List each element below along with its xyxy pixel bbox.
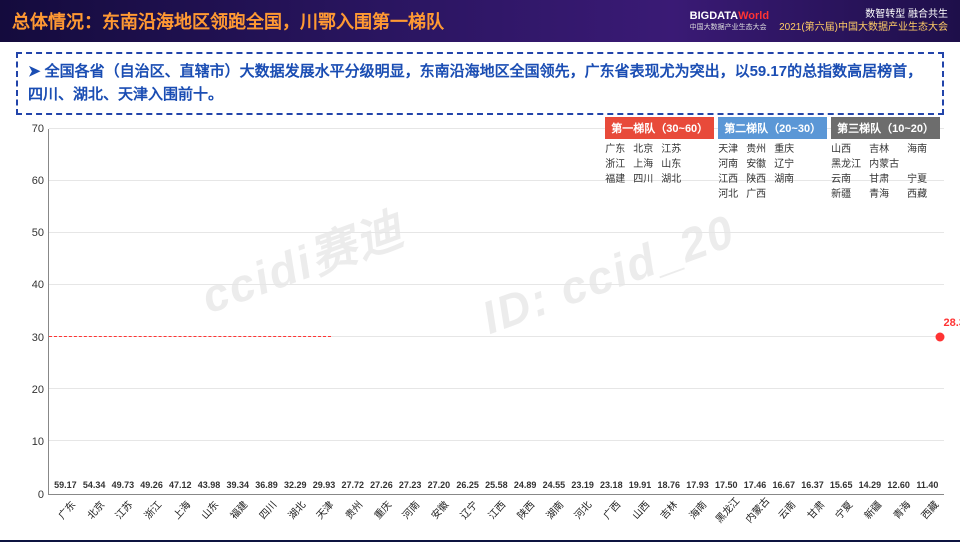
bar-value-label: 27.72	[341, 480, 364, 490]
y-tick: 10	[32, 436, 44, 448]
summary-box: ➤全国各省（自治区、直辖市）大数据发展水平分级明显，东南沿海地区全国领先，广东省…	[16, 52, 944, 115]
bar-value-label: 12.60	[887, 480, 910, 490]
bar-value-label: 11.40	[916, 480, 938, 490]
event-logo: BIGDATAWorld 中国大数据产业生态大会	[690, 10, 769, 32]
average-marker	[935, 332, 944, 341]
bar-value-label: 14.29	[859, 480, 882, 490]
bullet-icon: ➤	[28, 63, 41, 80]
bar-value-label: 47.12	[169, 480, 192, 490]
y-axis: 010203040506070	[16, 129, 46, 495]
x-axis: 广东北京江苏浙江上海山东福建四川湖北天津贵州重庆河南安徽辽宁江西陕西湖南河北广西…	[48, 497, 944, 537]
bar-value-label: 43.98	[198, 480, 221, 490]
event-tagline: 数智转型 融合共生 2021(第六届)中国大数据产业生态大会	[779, 8, 948, 34]
bar-value-label: 17.93	[686, 480, 709, 490]
legend-entry: 海南 宁夏西藏	[907, 142, 927, 202]
legend-tier-title: 第一梯队（30~60）	[605, 117, 714, 139]
legend-tier: 第三梯队（10~20） 山西黑龙江云南新疆吉林内蒙古甘肃青海海南 宁夏西藏	[831, 117, 940, 202]
bar-value-label: 16.67	[772, 480, 795, 490]
y-tick: 30	[32, 332, 44, 344]
bar-chart: ccidi赛迪 ID: ccid_20 010203040506070 59.1…	[16, 117, 944, 537]
bar-value-label: 25.58	[485, 480, 508, 490]
legend-tier: 第二梯队（20~30） 天津河南江西河北贵州安徽陕西广西重庆辽宁湖南	[718, 117, 827, 202]
bar-value-label: 32.29	[284, 480, 307, 490]
legend-entry: 天津河南江西河北	[718, 142, 738, 202]
bar-value-label: 26.25	[456, 480, 479, 490]
y-tick: 0	[38, 489, 44, 501]
legend-entry: 山西黑龙江云南新疆	[831, 142, 861, 202]
bar-value-label: 54.34	[83, 480, 106, 490]
bar-value-label: 59.17	[54, 480, 77, 490]
legend-entry: 吉林内蒙古甘肃青海	[869, 142, 899, 202]
bar-value-label: 27.23	[399, 480, 422, 490]
legend-entry: 广东浙江福建	[605, 142, 625, 187]
bar-value-label: 19.91	[629, 480, 652, 490]
bar-value-label: 17.46	[744, 480, 767, 490]
bar-value-label: 15.65	[830, 480, 853, 490]
bar-value-label: 27.20	[428, 480, 451, 490]
page-title: 总体情况：东南沿海地区领跑全国，川鄂入围第一梯队	[12, 8, 444, 34]
bar-value-label: 36.89	[255, 480, 278, 490]
legend: 第一梯队（30~60） 广东浙江福建北京上海四川江苏山东湖北 第二梯队（20~30）…	[605, 117, 940, 202]
legend-entry: 北京上海四川	[633, 142, 653, 187]
header-bar: 总体情况：东南沿海地区领跑全国，川鄂入围第一梯队 BIGDATAWorld 中国…	[0, 0, 960, 42]
legend-entry: 重庆辽宁湖南	[774, 142, 794, 202]
y-tick: 60	[32, 175, 44, 187]
y-tick: 70	[32, 123, 44, 135]
bar-value-label: 49.26	[140, 480, 163, 490]
legend-entry: 贵州安徽陕西广西	[746, 142, 766, 202]
bar-value-label: 16.37	[801, 480, 824, 490]
bar-value-label: 27.26	[370, 480, 393, 490]
bar-value-label: 39.34	[227, 480, 250, 490]
legend-entry: 江苏山东湖北	[661, 142, 681, 187]
bar-value-label: 49.73	[112, 480, 135, 490]
bar-value-label: 24.89	[514, 480, 537, 490]
bar-value-label: 29.93	[313, 480, 336, 490]
y-tick: 40	[32, 279, 44, 291]
legend-tier: 第一梯队（30~60） 广东浙江福建北京上海四川江苏山东湖北	[605, 117, 714, 202]
bar-value-label: 24.55	[543, 480, 566, 490]
bar-value-label: 18.76	[658, 480, 681, 490]
legend-tier-title: 第二梯队（20~30）	[718, 117, 827, 139]
legend-tier-title: 第三梯队（10~20）	[831, 117, 940, 139]
bar-value-label: 17.50	[715, 480, 738, 490]
summary-text: 全国各省（自治区、直辖市）大数据发展水平分级明显，东南沿海地区全国领先，广东省表…	[28, 63, 922, 103]
y-tick: 50	[32, 227, 44, 239]
average-label: 28.31	[944, 317, 960, 329]
bar-value-label: 23.18	[600, 480, 623, 490]
y-tick: 20	[32, 384, 44, 396]
bar-value-label: 23.19	[571, 480, 594, 490]
